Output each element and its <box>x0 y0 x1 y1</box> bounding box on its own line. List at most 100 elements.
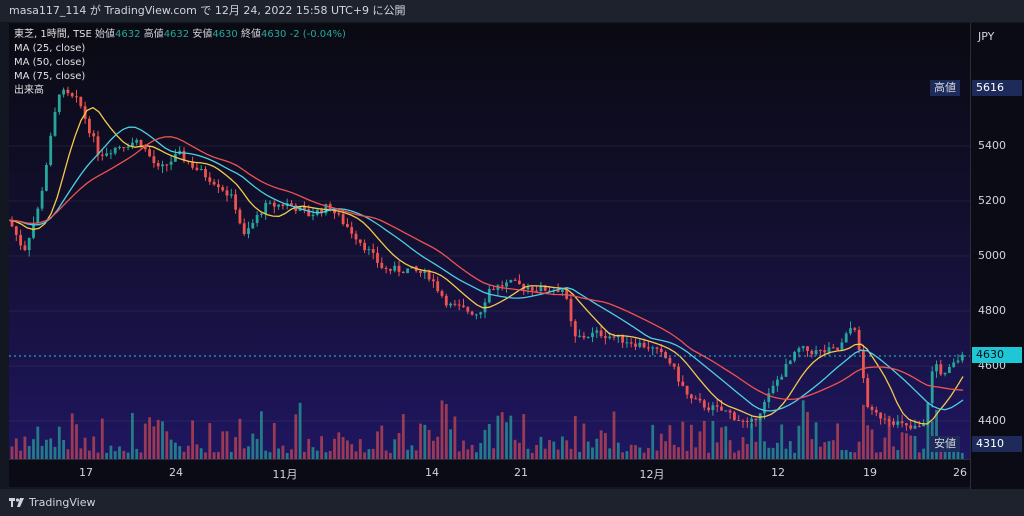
price-tick-5000: 5000 <box>978 249 1006 262</box>
volume-bar <box>53 446 57 459</box>
candle-body <box>513 279 517 281</box>
price-axis[interactable] <box>970 23 1024 489</box>
volume-bar <box>45 439 48 459</box>
time-axis[interactable] <box>9 459 970 487</box>
candle-body <box>389 269 392 271</box>
volume-bar <box>659 433 663 459</box>
candle-body <box>866 378 870 407</box>
tradingview-brand: TradingView <box>29 496 96 509</box>
volume-bar <box>702 420 706 459</box>
candle-body <box>367 249 371 251</box>
candle-body <box>14 226 18 235</box>
volume-bar <box>178 446 182 459</box>
volume-bar <box>307 438 311 459</box>
legend-open: 4632 <box>115 29 141 40</box>
candle-body <box>892 421 895 425</box>
candle-body <box>234 194 237 210</box>
volume-bar <box>827 441 831 459</box>
legend-ma75[interactable]: MA (75, close) <box>14 71 86 82</box>
candle-body <box>406 268 409 274</box>
candle-body <box>75 96 78 98</box>
candle-body <box>333 210 336 214</box>
volume-bar <box>371 448 375 459</box>
candle-body <box>707 407 710 411</box>
high-tag-label: 高値 <box>930 80 960 96</box>
candle-body <box>10 220 14 227</box>
candle-body <box>350 227 354 234</box>
candle-body <box>70 93 74 97</box>
volume-bar <box>260 411 263 459</box>
candle-body <box>131 142 134 147</box>
candle-body <box>724 410 728 412</box>
volume-bar <box>251 433 255 459</box>
tradingview-logo[interactable]: TradingView <box>9 496 95 509</box>
candle-body <box>573 321 577 337</box>
legend-volume[interactable]: 出来高 <box>14 85 44 96</box>
candle-body <box>225 190 229 196</box>
volume-bar <box>801 400 805 459</box>
candle-body <box>500 285 504 287</box>
candle-body <box>960 354 964 361</box>
candle-body <box>827 347 831 353</box>
volume-bar <box>19 450 22 459</box>
candle-body <box>659 348 663 353</box>
volume-bar <box>324 452 328 459</box>
candle-body <box>913 425 917 429</box>
volume-bar <box>784 448 788 459</box>
candle-body <box>767 393 771 402</box>
candle-body <box>535 290 538 292</box>
candle-body <box>221 187 225 191</box>
candle-body <box>909 425 913 429</box>
candle-body <box>165 164 169 166</box>
volume-bar <box>242 448 246 459</box>
candle-body <box>857 329 861 350</box>
volume-bar <box>879 452 882 459</box>
candle-body <box>930 371 934 404</box>
legend-ma50[interactable]: MA (50, close) <box>14 57 86 68</box>
volume-bar <box>724 426 728 459</box>
volume-bar <box>135 448 139 459</box>
volume-bar <box>191 420 194 459</box>
candle-body <box>810 350 814 355</box>
volume-bar <box>328 450 332 459</box>
candle-body <box>853 328 857 330</box>
candle-body <box>247 228 250 235</box>
candle-body <box>844 333 848 343</box>
volume-bar <box>186 445 190 459</box>
candle-body <box>307 209 311 217</box>
volume-bar <box>767 447 771 459</box>
volume-bar <box>221 431 225 459</box>
volume-bar <box>36 426 40 459</box>
volume-bar <box>440 400 444 459</box>
volume-bar <box>819 446 822 459</box>
candle-body <box>453 303 457 305</box>
volume-bar <box>393 439 397 459</box>
volume-bar <box>354 451 358 459</box>
candle-body <box>621 334 624 343</box>
volume-bar <box>165 431 169 459</box>
candle-body <box>522 284 526 290</box>
volume-bar <box>505 422 508 459</box>
volume-bar <box>397 432 401 459</box>
volume-bar <box>625 451 629 459</box>
candle-body <box>905 423 908 426</box>
volume-bar <box>70 413 74 459</box>
volume-bar <box>573 416 577 459</box>
candle-body <box>677 366 680 382</box>
volume-bar <box>569 448 573 459</box>
chart-area[interactable] <box>9 23 970 459</box>
legend-ma25[interactable]: MA (25, close) <box>14 43 86 54</box>
candle-body <box>423 270 427 273</box>
volume-bar <box>823 442 827 459</box>
volume-bar <box>358 439 362 459</box>
candle-body <box>238 209 242 224</box>
volume-bar <box>634 445 637 459</box>
candle-body <box>62 89 65 95</box>
volume-bar <box>380 425 384 459</box>
candle-body <box>788 360 792 365</box>
volume-bar <box>268 452 272 459</box>
candle-body <box>526 287 530 290</box>
candle-body <box>376 252 379 263</box>
candle-body <box>849 328 852 334</box>
candle-body <box>776 379 779 386</box>
